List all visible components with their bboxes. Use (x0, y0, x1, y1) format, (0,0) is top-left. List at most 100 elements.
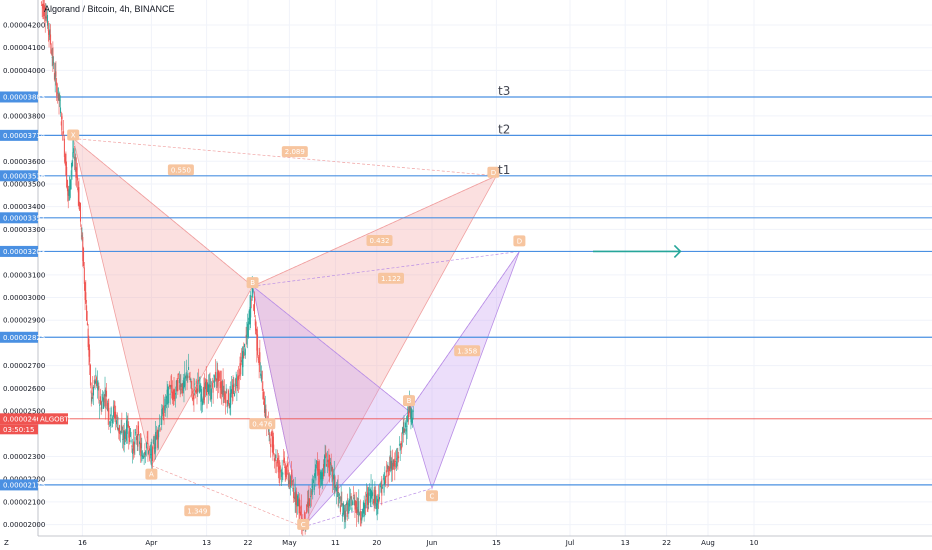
candle-body (220, 381, 222, 391)
candle-body (99, 404, 101, 406)
level-price-tag (0, 129, 38, 141)
candle-body (342, 503, 344, 514)
candle-body (275, 454, 277, 459)
x-axis-background (0, 536, 932, 550)
candle-body (79, 206, 81, 211)
pattern-2-point-d-text: D (517, 237, 522, 245)
candle-body (257, 334, 259, 356)
target-label-t1: t1 (498, 163, 510, 177)
ratio-label-xd-1-box (184, 505, 211, 517)
x-tick-label: Aug (701, 539, 715, 547)
candle-body (382, 487, 384, 489)
candle-body (309, 496, 311, 497)
candle-body (166, 389, 168, 405)
candle-body (94, 381, 96, 385)
candle-body (396, 458, 398, 460)
pattern-2-point-c-text: C (430, 492, 435, 500)
candle-body (346, 502, 348, 517)
candle-body (139, 441, 141, 445)
candle-body (274, 457, 276, 461)
candle-body (242, 351, 244, 368)
candle-body (136, 438, 138, 440)
candle-body (270, 431, 272, 436)
y-tick-label: 0.00003600 (3, 158, 45, 166)
candle-body (201, 389, 203, 401)
candle-body (45, 16, 47, 19)
candle-body (287, 469, 289, 481)
candle-body (392, 462, 394, 470)
candle-body (247, 321, 249, 338)
y-tick-label: 0.00002000 (3, 521, 45, 529)
candle-body (357, 509, 359, 513)
candle-body (273, 444, 275, 451)
candle-body (339, 497, 341, 499)
candle-body (290, 474, 292, 486)
ratio-label-xb-box (167, 164, 194, 176)
candle-body (83, 267, 85, 284)
ratio-label-xd-1-text: 1.349 (187, 507, 207, 515)
candle-body (80, 227, 82, 230)
candle-body (347, 503, 349, 505)
pattern-1-point-a-text: A (149, 471, 154, 479)
candle-body (344, 510, 346, 520)
candle-body (328, 454, 330, 471)
candle-body (109, 422, 111, 424)
y-tick-label: 0.00003300 (3, 226, 45, 234)
candle-body (124, 431, 126, 439)
candle-body (148, 448, 150, 451)
candle-body (53, 62, 55, 64)
candle-body (281, 467, 283, 472)
candle-body (355, 501, 357, 514)
candle-body (89, 349, 91, 363)
candle-body (217, 370, 219, 382)
candle-body (97, 386, 99, 390)
pattern-2-point-c-box (426, 490, 438, 502)
candle-body (109, 421, 111, 426)
x-axis: 16 Apr 13 22 May 11 20 Jun 15 Jul 13 22 Aug 10 Z (0, 535, 932, 550)
candle-body (162, 405, 164, 420)
candle-body (210, 388, 212, 400)
candle-body (279, 462, 281, 473)
y-tick-label: 0.00002500 (3, 408, 45, 416)
pattern-2-point-b-text: B (407, 397, 412, 405)
x-tick-label: 22 (662, 539, 671, 547)
candle-body (270, 444, 272, 447)
candle-body (168, 394, 170, 404)
candle-body (226, 400, 228, 404)
ratio-label-xb-text: 0.550 (171, 166, 191, 174)
candle-body (221, 381, 223, 394)
candle-body (207, 383, 209, 392)
pattern-2-point-b: B (403, 395, 415, 407)
candle-body (194, 390, 196, 393)
candle-body (82, 237, 84, 261)
candle-body (178, 378, 180, 384)
candle-body (243, 352, 245, 359)
candle-body (134, 437, 136, 445)
candle-body (271, 432, 273, 448)
candle-body (191, 397, 193, 400)
pattern-1-ratio-line-ac (151, 465, 304, 528)
candle-body (235, 378, 237, 380)
x-tick-label: 20 (372, 539, 381, 547)
candle-body (77, 187, 79, 193)
candle-body (95, 374, 97, 377)
y-tick-label: 0.00002600 (3, 385, 45, 393)
candle-body (408, 403, 410, 413)
pattern-1-point-d-text: D (491, 169, 496, 177)
candle-body (112, 416, 114, 422)
ratio-label-bd-pattern-2-text: 1.358 (457, 347, 477, 355)
candle-body (85, 292, 87, 303)
x-tick-label: 22 (244, 539, 253, 547)
level-price-tag (0, 212, 38, 224)
candle-body (362, 502, 364, 514)
current-price-tag (0, 413, 38, 425)
candle-body (311, 486, 313, 488)
candle-body (191, 380, 193, 390)
candle-body (112, 406, 114, 417)
candle-body (362, 509, 364, 517)
candle-body (104, 389, 106, 397)
candle-body (332, 474, 334, 480)
candle-body (106, 408, 108, 410)
candle-body (158, 424, 160, 427)
